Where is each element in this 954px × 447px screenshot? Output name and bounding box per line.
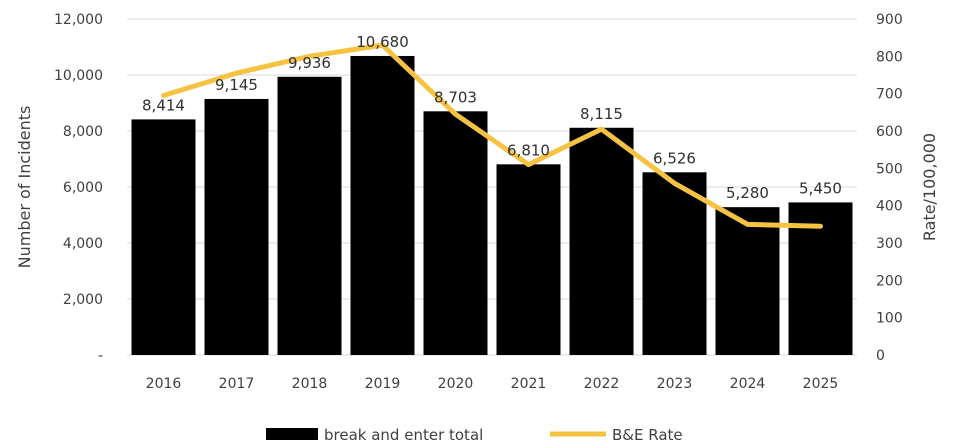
data-label: 9,936	[288, 54, 331, 72]
y-tick-label: 10,000	[54, 68, 103, 84]
bar	[131, 119, 196, 356]
y-axis-right: 0 100 200 300 400 500 600 700 800 900	[876, 12, 903, 364]
legend: break and enter total B&E Rate	[266, 426, 683, 444]
bar	[496, 164, 561, 355]
data-label: 8,414	[142, 96, 185, 114]
legend-label-bar: break and enter total	[324, 426, 483, 444]
data-label: 6,810	[507, 141, 550, 159]
y2-tick-label: 600	[876, 124, 903, 140]
line-series	[161, 42, 823, 229]
x-tick-label: 2018	[292, 376, 328, 392]
x-tick-label: 2017	[219, 376, 255, 392]
bar	[204, 98, 269, 355]
bar	[423, 111, 488, 355]
x-tick-label: 2021	[511, 376, 547, 392]
data-label: 5,450	[799, 179, 842, 197]
data-label: 9,145	[215, 76, 258, 94]
x-tick-label: 2025	[803, 376, 839, 392]
x-axis: 2016 2017 2018 2019 2020 2021 2022 2023 2024 2025	[146, 376, 839, 392]
bar	[350, 55, 415, 356]
legend-swatch-bar	[266, 428, 318, 440]
x-tick-label: 2019	[365, 376, 401, 392]
data-label: 10,680	[356, 33, 409, 51]
y2-tick-label: 700	[876, 87, 903, 103]
y-tick-label: 8,000	[63, 124, 103, 140]
x-tick-label: 2023	[657, 376, 693, 392]
data-label: 8,115	[580, 105, 623, 123]
y-tick-label: 2,000	[63, 292, 103, 308]
data-label: 8,703	[434, 88, 477, 106]
bar	[569, 127, 634, 355]
data-label: 6,526	[653, 149, 696, 167]
bar-series	[131, 55, 853, 356]
bar	[642, 172, 707, 355]
data-label: 5,280	[726, 184, 769, 202]
y-tick-label: 12,000	[54, 12, 103, 28]
x-tick-label: 2022	[584, 376, 620, 392]
y-tick-label: -	[98, 348, 103, 364]
y2-tick-label: 200	[876, 273, 903, 289]
data-labels: 8,414 9,145 9,936 10,680 8,703 6,810 8,115 6,52…	[142, 33, 842, 202]
y2-tick-label: 0	[876, 348, 885, 364]
bar	[277, 76, 342, 356]
y2-tick-label: 100	[876, 311, 903, 327]
rate-line	[161, 42, 823, 229]
x-tick-label: 2020	[438, 376, 474, 392]
bar	[715, 207, 780, 355]
y2-tick-label: 400	[876, 199, 903, 215]
x-tick-label: 2024	[730, 376, 766, 392]
y-axis-left: - 2,000 4,000 6,000 8,000 10,000 12,000	[54, 12, 103, 364]
legend-label-line: B&E Rate	[612, 426, 683, 444]
y-tick-label: 4,000	[63, 236, 103, 252]
y2-tick-label: 900	[876, 12, 903, 28]
y-tick-label: 6,000	[63, 180, 103, 196]
y2-tick-label: 300	[876, 236, 903, 252]
x-tick-label: 2016	[146, 376, 182, 392]
y2-tick-label: 500	[876, 161, 903, 177]
y2-axis-title: Rate/100,000	[920, 133, 939, 241]
y2-tick-label: 800	[876, 49, 903, 65]
y-axis-title: Number of Incidents	[15, 106, 34, 269]
